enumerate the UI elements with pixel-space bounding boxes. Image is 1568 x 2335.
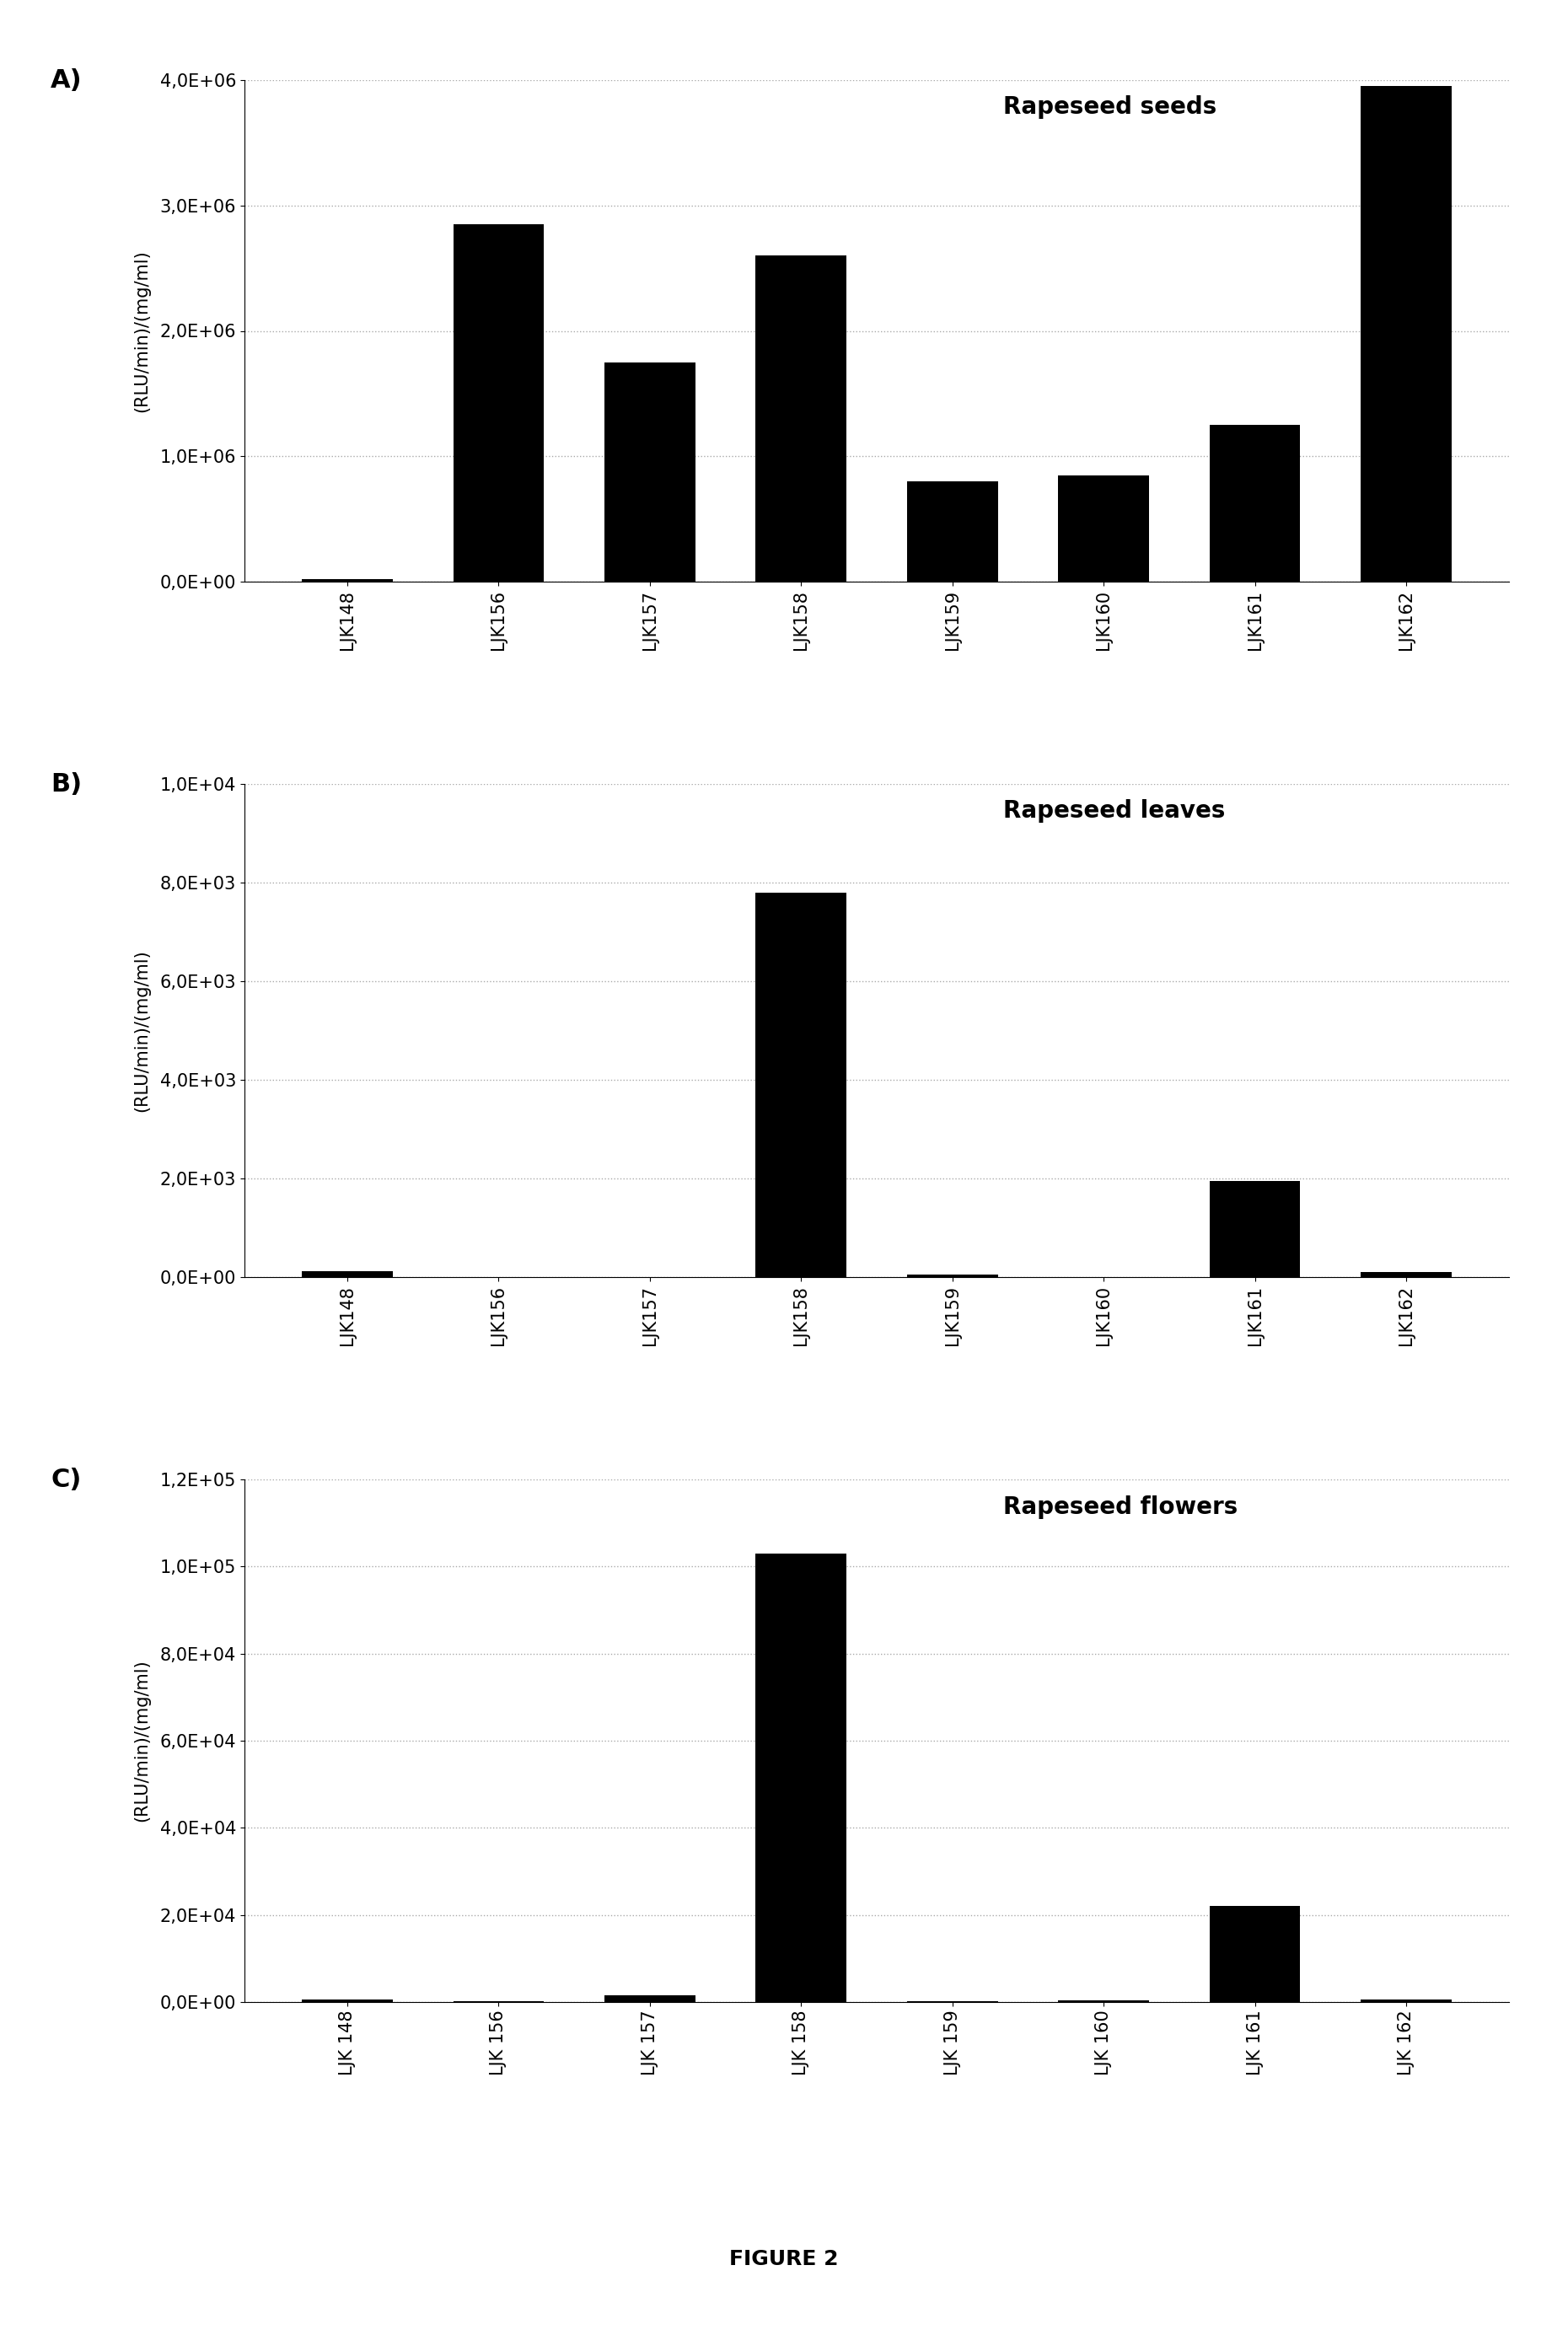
- Bar: [605, 1996, 695, 2001]
- Bar: [756, 1553, 847, 2001]
- Bar: [756, 255, 847, 581]
- Text: C): C): [50, 1469, 82, 1492]
- Bar: [1209, 425, 1300, 581]
- Text: A): A): [50, 68, 82, 93]
- Bar: [1058, 474, 1149, 581]
- Bar: [906, 1275, 997, 1277]
- Text: Rapeseed flowers: Rapeseed flowers: [1004, 1494, 1237, 1518]
- Bar: [1361, 1273, 1452, 1277]
- Bar: [1209, 1905, 1300, 2001]
- Bar: [756, 892, 847, 1277]
- Y-axis label: (RLU/min)/(mg/ml): (RLU/min)/(mg/ml): [133, 1660, 151, 1821]
- Bar: [453, 224, 544, 581]
- Y-axis label: (RLU/min)/(mg/ml): (RLU/min)/(mg/ml): [133, 950, 151, 1111]
- Bar: [303, 1270, 392, 1277]
- Text: Rapeseed leaves: Rapeseed leaves: [1004, 799, 1225, 822]
- Text: B): B): [50, 773, 82, 796]
- Bar: [605, 362, 695, 581]
- Text: FIGURE 2: FIGURE 2: [729, 2249, 839, 2270]
- Y-axis label: (RLU/min)/(mg/ml): (RLU/min)/(mg/ml): [133, 250, 151, 411]
- Bar: [1209, 1182, 1300, 1277]
- Bar: [1361, 86, 1452, 581]
- Text: Rapeseed seeds: Rapeseed seeds: [1004, 96, 1217, 119]
- Bar: [303, 579, 392, 581]
- Bar: [906, 481, 997, 581]
